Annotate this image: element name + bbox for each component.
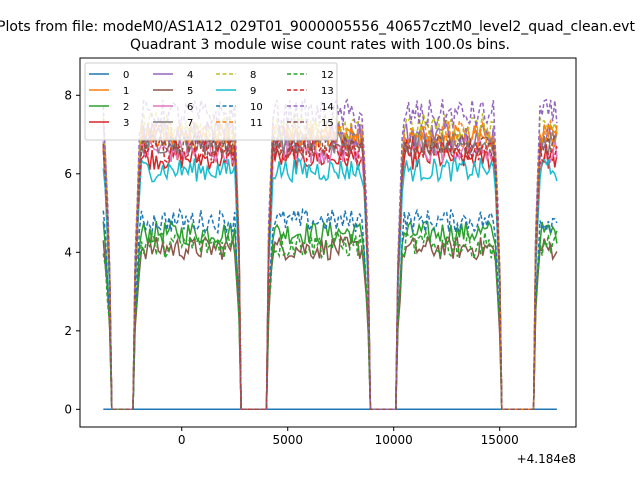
series-line-2 xyxy=(102,219,558,411)
legend-label-6: 6 xyxy=(187,102,193,113)
series-line-7 xyxy=(102,128,558,411)
legend-label-9: 9 xyxy=(250,86,256,97)
x-tick-label: 15000 xyxy=(481,433,519,447)
chart-title: Quadrant 3 module wise count rates with … xyxy=(130,37,510,53)
x-tick-label: 0 xyxy=(178,433,186,447)
series-line-9 xyxy=(102,156,558,411)
series-line-12 xyxy=(102,229,558,411)
y-tick-label: 2 xyxy=(64,324,72,338)
x-tick-label: 5000 xyxy=(272,433,303,447)
legend-label-2: 2 xyxy=(123,102,129,113)
legend-label-14: 14 xyxy=(321,102,334,113)
figure-suptitle: Plots from file: modeM0/AS1A12_029T01_90… xyxy=(0,19,635,35)
legend-label-10: 10 xyxy=(250,102,263,113)
series-line-13 xyxy=(102,136,558,411)
series-line-10 xyxy=(102,207,558,411)
legend-label-13: 13 xyxy=(321,86,334,97)
y-tick-label: 4 xyxy=(64,245,72,259)
y-tick-label: 0 xyxy=(64,402,72,416)
series-line-5 xyxy=(102,233,558,411)
legend-label-4: 4 xyxy=(187,70,193,81)
legend-label-0: 0 xyxy=(123,70,129,81)
legend-label-5: 5 xyxy=(187,86,193,97)
x-offset-label: +4.184e8 xyxy=(517,452,576,466)
plot-frame xyxy=(79,57,577,428)
legend-label-1: 1 xyxy=(123,86,129,97)
y-tick-label: 8 xyxy=(64,88,72,102)
legend-label-11: 11 xyxy=(250,118,263,129)
legend-label-12: 12 xyxy=(321,70,334,81)
legend-box xyxy=(84,62,338,141)
y-tick-label: 6 xyxy=(64,167,72,181)
series-lines xyxy=(102,98,558,411)
series-line-6 xyxy=(102,134,558,411)
axis-ticks: 0 5000 10000 15000 0 2 4 6 8 +4.184e8 xyxy=(64,88,576,466)
legend-label-8: 8 xyxy=(250,70,256,81)
x-tick-label: 10000 xyxy=(375,433,413,447)
series-line-15 xyxy=(102,133,558,411)
legend-label-3: 3 xyxy=(123,118,129,129)
series-line-3 xyxy=(102,144,558,411)
legend-label-15: 15 xyxy=(321,118,334,129)
legend-label-7: 7 xyxy=(187,118,193,129)
